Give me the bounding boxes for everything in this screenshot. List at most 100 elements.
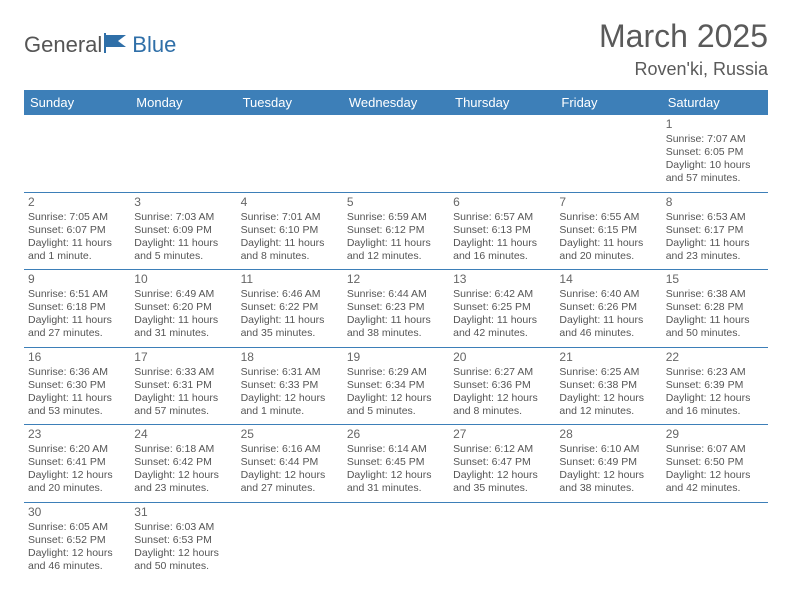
- day-number: 27: [453, 427, 551, 442]
- sunrise-text: Sunrise: 6:44 AM: [347, 288, 445, 301]
- sunset-text: Sunset: 6:25 PM: [453, 301, 551, 314]
- sunrise-text: Sunrise: 6:23 AM: [666, 366, 764, 379]
- sunset-text: Sunset: 6:39 PM: [666, 379, 764, 392]
- sunset-text: Sunset: 6:44 PM: [241, 456, 339, 469]
- sunrise-text: Sunrise: 6:14 AM: [347, 443, 445, 456]
- sunrise-text: Sunrise: 6:07 AM: [666, 443, 764, 456]
- sunset-text: Sunset: 6:33 PM: [241, 379, 339, 392]
- calendar-cell: 21Sunrise: 6:25 AMSunset: 6:38 PMDayligh…: [555, 347, 661, 425]
- calendar-row: 9Sunrise: 6:51 AMSunset: 6:18 PMDaylight…: [24, 270, 768, 348]
- sunrise-text: Sunrise: 6:42 AM: [453, 288, 551, 301]
- day-number: 7: [559, 195, 657, 210]
- daylight-text: Daylight: 11 hours and 35 minutes.: [241, 314, 339, 340]
- flag-icon: [104, 33, 130, 58]
- daylight-text: Daylight: 11 hours and 53 minutes.: [28, 392, 126, 418]
- daylight-text: Daylight: 11 hours and 31 minutes.: [134, 314, 232, 340]
- sunset-text: Sunset: 6:47 PM: [453, 456, 551, 469]
- sunrise-text: Sunrise: 6:46 AM: [241, 288, 339, 301]
- daylight-text: Daylight: 11 hours and 27 minutes.: [28, 314, 126, 340]
- daylight-text: Daylight: 11 hours and 1 minute.: [28, 237, 126, 263]
- sunset-text: Sunset: 6:10 PM: [241, 224, 339, 237]
- day-number: 18: [241, 350, 339, 365]
- daylight-text: Daylight: 11 hours and 38 minutes.: [347, 314, 445, 340]
- day-header: Sunday: [24, 90, 130, 115]
- sunrise-text: Sunrise: 6:53 AM: [666, 211, 764, 224]
- daylight-text: Daylight: 10 hours and 57 minutes.: [666, 159, 764, 185]
- day-header: Wednesday: [343, 90, 449, 115]
- calendar-cell: 16Sunrise: 6:36 AMSunset: 6:30 PMDayligh…: [24, 347, 130, 425]
- daylight-text: Daylight: 11 hours and 50 minutes.: [666, 314, 764, 340]
- calendar-cell: 13Sunrise: 6:42 AMSunset: 6:25 PMDayligh…: [449, 270, 555, 348]
- sunrise-text: Sunrise: 6:55 AM: [559, 211, 657, 224]
- day-number: 23: [28, 427, 126, 442]
- sunset-text: Sunset: 6:26 PM: [559, 301, 657, 314]
- day-number: 1: [666, 117, 764, 132]
- sunset-text: Sunset: 6:28 PM: [666, 301, 764, 314]
- logo: General Blue: [24, 32, 176, 58]
- sunset-text: Sunset: 6:13 PM: [453, 224, 551, 237]
- day-number: 14: [559, 272, 657, 287]
- daylight-text: Daylight: 12 hours and 27 minutes.: [241, 469, 339, 495]
- sunset-text: Sunset: 6:22 PM: [241, 301, 339, 314]
- sunset-text: Sunset: 6:30 PM: [28, 379, 126, 392]
- calendar-cell: [343, 115, 449, 192]
- daylight-text: Daylight: 12 hours and 20 minutes.: [28, 469, 126, 495]
- calendar-cell: [555, 115, 661, 192]
- calendar-cell: [343, 502, 449, 579]
- location-text: Roven'ki, Russia: [599, 59, 768, 80]
- calendar-cell: 31Sunrise: 6:03 AMSunset: 6:53 PMDayligh…: [130, 502, 236, 579]
- sunset-text: Sunset: 6:23 PM: [347, 301, 445, 314]
- sunrise-text: Sunrise: 6:51 AM: [28, 288, 126, 301]
- day-number: 12: [347, 272, 445, 287]
- day-number: 24: [134, 427, 232, 442]
- sunrise-text: Sunrise: 6:40 AM: [559, 288, 657, 301]
- sunset-text: Sunset: 6:38 PM: [559, 379, 657, 392]
- sunrise-text: Sunrise: 6:38 AM: [666, 288, 764, 301]
- sunrise-text: Sunrise: 6:18 AM: [134, 443, 232, 456]
- calendar-cell: [449, 502, 555, 579]
- calendar-cell: 8Sunrise: 6:53 AMSunset: 6:17 PMDaylight…: [662, 192, 768, 270]
- calendar-row: 1Sunrise: 7:07 AMSunset: 6:05 PMDaylight…: [24, 115, 768, 192]
- daylight-text: Daylight: 12 hours and 38 minutes.: [559, 469, 657, 495]
- header: General Blue March 2025 Roven'ki, Russia: [24, 18, 768, 80]
- day-number: 8: [666, 195, 764, 210]
- calendar-cell: 29Sunrise: 6:07 AMSunset: 6:50 PMDayligh…: [662, 425, 768, 503]
- calendar-cell: [555, 502, 661, 579]
- calendar-cell: 17Sunrise: 6:33 AMSunset: 6:31 PMDayligh…: [130, 347, 236, 425]
- sunrise-text: Sunrise: 6:49 AM: [134, 288, 232, 301]
- calendar-cell: 30Sunrise: 6:05 AMSunset: 6:52 PMDayligh…: [24, 502, 130, 579]
- calendar-cell: 20Sunrise: 6:27 AMSunset: 6:36 PMDayligh…: [449, 347, 555, 425]
- sunrise-text: Sunrise: 6:36 AM: [28, 366, 126, 379]
- calendar-row: 23Sunrise: 6:20 AMSunset: 6:41 PMDayligh…: [24, 425, 768, 503]
- day-header: Monday: [130, 90, 236, 115]
- calendar-table: Sunday Monday Tuesday Wednesday Thursday…: [24, 90, 768, 579]
- sunset-text: Sunset: 6:34 PM: [347, 379, 445, 392]
- day-header: Thursday: [449, 90, 555, 115]
- sunset-text: Sunset: 6:41 PM: [28, 456, 126, 469]
- daylight-text: Daylight: 12 hours and 16 minutes.: [666, 392, 764, 418]
- day-number: 6: [453, 195, 551, 210]
- calendar-cell: 23Sunrise: 6:20 AMSunset: 6:41 PMDayligh…: [24, 425, 130, 503]
- sunset-text: Sunset: 6:31 PM: [134, 379, 232, 392]
- sunset-text: Sunset: 6:45 PM: [347, 456, 445, 469]
- title-block: March 2025 Roven'ki, Russia: [599, 18, 768, 80]
- day-number: 15: [666, 272, 764, 287]
- day-header: Friday: [555, 90, 661, 115]
- calendar-cell: 22Sunrise: 6:23 AMSunset: 6:39 PMDayligh…: [662, 347, 768, 425]
- calendar-cell: 28Sunrise: 6:10 AMSunset: 6:49 PMDayligh…: [555, 425, 661, 503]
- sunset-text: Sunset: 6:50 PM: [666, 456, 764, 469]
- calendar-row: 30Sunrise: 6:05 AMSunset: 6:52 PMDayligh…: [24, 502, 768, 579]
- day-number: 28: [559, 427, 657, 442]
- day-number: 30: [28, 505, 126, 520]
- calendar-cell: [237, 502, 343, 579]
- sunrise-text: Sunrise: 6:25 AM: [559, 366, 657, 379]
- calendar-row: 16Sunrise: 6:36 AMSunset: 6:30 PMDayligh…: [24, 347, 768, 425]
- daylight-text: Daylight: 12 hours and 5 minutes.: [347, 392, 445, 418]
- daylight-text: Daylight: 11 hours and 57 minutes.: [134, 392, 232, 418]
- daylight-text: Daylight: 12 hours and 35 minutes.: [453, 469, 551, 495]
- sunrise-text: Sunrise: 6:31 AM: [241, 366, 339, 379]
- sunrise-text: Sunrise: 6:16 AM: [241, 443, 339, 456]
- daylight-text: Daylight: 12 hours and 8 minutes.: [453, 392, 551, 418]
- calendar-cell: [237, 115, 343, 192]
- day-number: 31: [134, 505, 232, 520]
